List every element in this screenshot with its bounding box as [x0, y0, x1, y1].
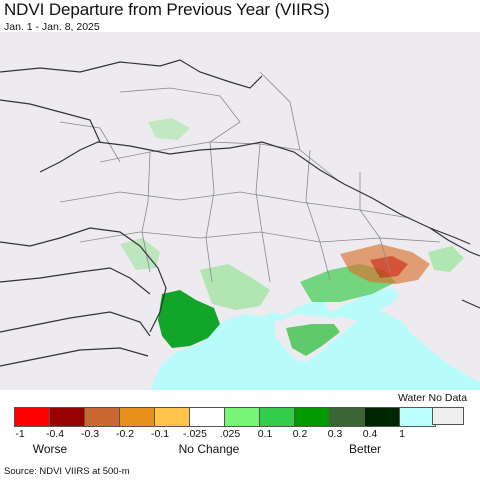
legend-tick-label: -0.1 [150, 428, 170, 440]
legend-swatch [190, 408, 225, 426]
legend-swatch [225, 408, 260, 426]
page-title: NDVI Departure from Previous Year (VIIRS… [4, 0, 330, 19]
legend-color-bar [14, 407, 436, 427]
vegetation-patches [120, 118, 464, 356]
legend-tick-label: -0.2 [115, 428, 135, 440]
legend-swatch [50, 408, 85, 426]
water-no-data-label: Water No Data [398, 392, 468, 404]
date-range: Jan. 1 - Jan. 8, 2025 [4, 21, 100, 33]
legend-tick-label: .025 [219, 428, 241, 440]
legend-swatch [330, 408, 365, 426]
patch-north [148, 118, 190, 140]
legend-swatch [400, 408, 435, 426]
water-no-data-swatch [432, 407, 464, 425]
ndvi-map [0, 32, 480, 390]
legend-swatch [260, 408, 295, 426]
legend-swatch [295, 408, 330, 426]
legend-tick-label: -0.4 [45, 428, 65, 440]
country-borders [0, 59, 480, 367]
legend-swatch [15, 408, 50, 426]
legend-tick-label: -0.3 [80, 428, 100, 440]
patch-crimea-green [286, 324, 340, 356]
source-note: Source: NDVI VIIRS at 500-m [4, 466, 130, 477]
admin-boundaries [59, 71, 441, 283]
legend-better-label: Better [348, 442, 382, 456]
patch-odesa [158, 290, 220, 348]
patch-south [200, 264, 270, 310]
sea-of-azov [340, 288, 400, 320]
patch-donbas-red [370, 256, 408, 278]
legend-worse-label: Worse [32, 442, 68, 456]
legend-swatch [155, 408, 190, 426]
legend-swatch [365, 408, 400, 426]
legend-swatch [85, 408, 120, 426]
legend-tick-label: 0.1 [257, 428, 273, 440]
legend-tick-label: 1 [399, 428, 405, 440]
legend-no-change-label: No Change [178, 442, 240, 456]
patch-far-east [428, 246, 464, 272]
legend-tick-label: -1 [15, 428, 25, 440]
patch-bessarabia [120, 238, 160, 270]
legend-swatch [120, 408, 155, 426]
legend-tick-label: 0.2 [292, 428, 308, 440]
legend-tick-label: 0.4 [362, 428, 378, 440]
legend-tick-label: -.025 [183, 428, 207, 440]
legend-tick-label: 0.3 [327, 428, 343, 440]
